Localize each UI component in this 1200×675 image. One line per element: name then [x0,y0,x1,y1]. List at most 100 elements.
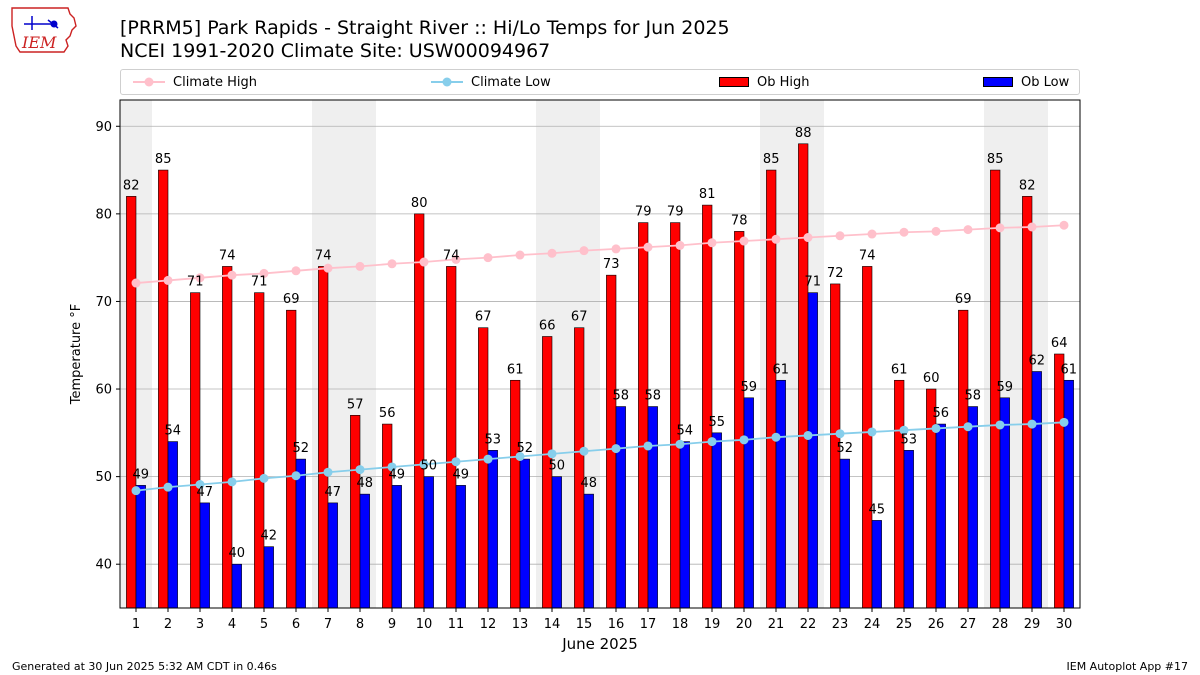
ob-high-label-day-7: 74 [315,248,332,263]
ob-high-label-day-23: 72 [827,266,844,281]
ob-low-label-day-12: 53 [485,432,502,447]
ob-low-bar-day-9 [392,485,402,608]
x-tick-label-29: 29 [1024,617,1041,632]
ob-high-bar-day-29 [1022,196,1032,608]
ob-high-label-day-27: 69 [955,292,972,307]
climate-low-point-day-20 [740,435,749,444]
legend-climate-high-swatch [133,75,165,89]
x-tick-label-10: 10 [416,617,433,632]
x-tick-label-28: 28 [992,617,1009,632]
climate-low-point-day-15 [580,447,589,456]
ob-low-bar-day-6 [296,459,306,608]
ob-low-label-day-18: 54 [677,424,694,439]
ob-high-label-day-2: 85 [155,152,172,167]
climate-high-point-day-17 [644,243,653,252]
ob-high-bar-day-1 [126,196,136,608]
ob-low-label-day-5: 42 [261,529,278,544]
ob-low-bar-day-15 [584,494,594,608]
x-tick-label-24: 24 [864,617,881,632]
climate-high-point-day-9 [388,259,397,268]
ob-low-label-day-3: 47 [197,485,214,500]
climate-high-point-day-19 [708,238,717,247]
legend: Climate High Climate Low Ob High Ob Low [120,69,1080,95]
ob-high-label-day-29: 82 [1019,178,1036,193]
ob-high-label-day-17: 79 [635,205,652,220]
ob-low-bar-day-14 [552,477,562,608]
ob-high-bar-day-24 [862,266,872,608]
climate-high-point-day-8 [356,262,365,271]
climate-low-point-day-18 [676,440,685,449]
ob-low-bar-day-27 [968,407,978,608]
ob-high-bar-day-17 [638,223,648,608]
ob-high-label-day-10: 80 [411,196,428,211]
climate-high-point-day-12 [484,253,493,262]
ob-high-bar-day-16 [606,275,616,608]
ob-high-bar-day-9 [382,424,392,608]
ob-low-label-day-4: 40 [229,546,246,561]
ob-high-bar-day-15 [574,328,584,608]
ob-high-label-day-16: 73 [603,257,620,272]
x-tick-label-16: 16 [608,617,625,632]
climate-high-point-day-16 [612,244,621,253]
ob-low-label-day-26: 56 [933,406,950,421]
climate-high-point-day-28 [996,223,1005,232]
ob-low-bar-day-30 [1064,380,1074,608]
x-tick-label-9: 9 [388,617,396,632]
climate-high-point-day-20 [740,237,749,246]
ob-low-label-day-29: 62 [1029,354,1046,369]
climate-low-point-day-11 [452,457,461,466]
ob-high-label-day-13: 61 [507,362,524,377]
climate-high-point-day-26 [932,227,941,236]
ob-low-bar-day-4 [232,564,242,608]
x-tick-label-30: 30 [1056,617,1073,632]
ob-high-label-day-3: 71 [187,275,204,290]
climate-low-point-day-5 [260,474,269,483]
ob-low-bar-day-18 [680,442,690,608]
climate-low-point-day-6 [292,471,301,480]
y-tick-label-80: 80 [95,207,112,222]
ob-low-label-day-14: 50 [549,459,566,474]
climate-high-point-day-7 [324,264,333,273]
ob-high-bar-day-5 [254,293,264,608]
ob-high-bar-day-18 [670,223,680,608]
legend-climate-high-label: Climate High [173,75,257,90]
ob-high-bar-day-19 [702,205,712,608]
ob-low-bar-day-24 [872,520,882,608]
x-tick-label-14: 14 [544,617,561,632]
x-tick-label-18: 18 [672,617,689,632]
ob-high-label-day-8: 57 [347,397,364,412]
climate-high-point-day-13 [516,251,525,260]
climate-high-point-day-23 [836,231,845,240]
ob-low-label-day-28: 59 [997,380,1014,395]
ob-high-label-day-28: 85 [987,152,1004,167]
climate-high-point-day-6 [292,266,301,275]
x-tick-label-21: 21 [768,617,785,632]
ob-low-label-day-25: 53 [901,432,918,447]
ob-low-label-day-15: 48 [581,476,598,491]
ob-high-label-day-26: 60 [923,371,940,386]
ob-high-label-day-14: 66 [539,318,556,333]
x-tick-label-3: 3 [196,617,204,632]
ob-high-bar-day-25 [894,380,904,608]
ob-low-bar-day-29 [1032,372,1042,608]
climate-high-point-day-10 [420,258,429,267]
ob-low-label-day-7: 47 [325,485,342,500]
ob-high-label-day-22: 88 [795,126,812,141]
ob-low-label-day-16: 58 [613,389,630,404]
climate-low-point-day-26 [932,424,941,433]
y-tick-label-70: 70 [95,295,112,310]
y-axis-label: Temperature °F [69,304,84,405]
ob-high-label-day-19: 81 [699,187,716,202]
legend-climate-low-label: Climate Low [471,75,551,90]
ob-low-bar-day-8 [360,494,370,608]
chart: 405060708090 1 2 3 4 5 6 7 8 9 10 11 12 13 14 15 16 17 18… [0,0,1200,675]
x-tick-label-19: 19 [704,617,721,632]
climate-low-point-day-2 [164,483,173,492]
x-tick-label-2: 2 [164,617,172,632]
climate-low-point-day-8 [356,465,365,474]
x-tick-label-1: 1 [132,617,140,632]
x-tick-label-8: 8 [356,617,364,632]
ob-high-bar-day-22 [798,144,808,608]
ob-high-label-day-6: 69 [283,292,300,307]
x-tick-label-22: 22 [800,617,817,632]
